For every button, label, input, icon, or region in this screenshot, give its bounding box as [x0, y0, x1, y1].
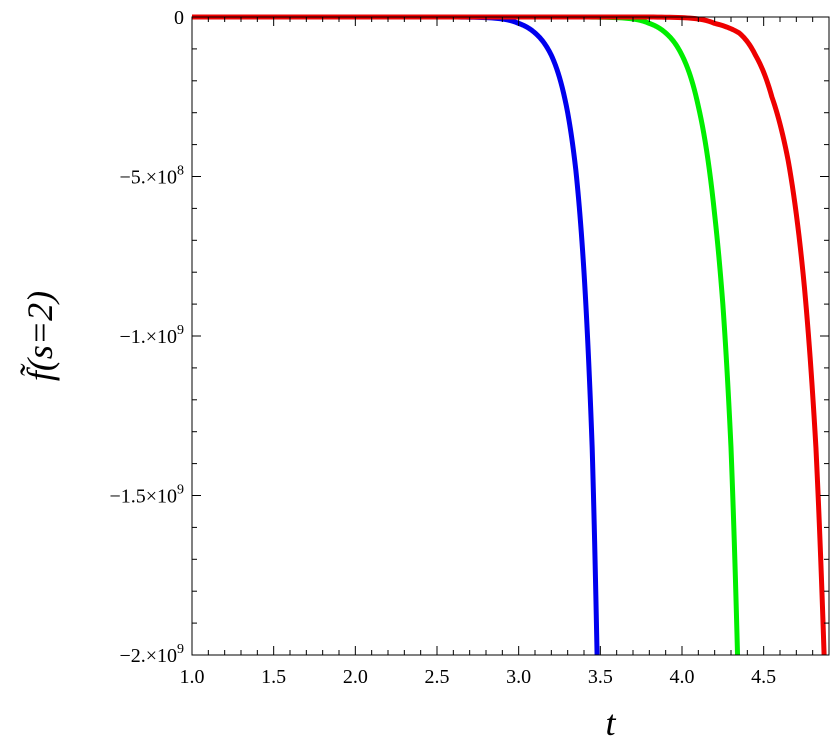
x-axis-title: t [605, 703, 616, 743]
y-tick-label: 0 [174, 7, 184, 29]
y-tick-label: −1.×109 [119, 323, 184, 348]
y-tick-label-exponent: 9 [177, 642, 184, 657]
series-line [192, 14, 741, 655]
x-tick-label: 1.0 [180, 666, 205, 688]
x-tick-label: 2.0 [343, 666, 368, 688]
y-tick-label-base: −1.×10 [119, 326, 177, 348]
axis-ticks [191, 16, 830, 656]
x-tick-label: 3.5 [588, 666, 613, 688]
y-tick-label: −2.×109 [119, 642, 184, 667]
y-tick-labels: 0−5.×108−1.×109−1.5×109−2.×109 [109, 7, 184, 667]
series-lines [192, 14, 827, 655]
y-tick-label-base: −5.×10 [119, 167, 177, 189]
y-tick-label: −1.5×109 [109, 483, 184, 508]
x-tick-label: 1.5 [261, 666, 286, 688]
y-tick-label: −5.×108 [119, 164, 184, 189]
y-tick-label-base: −2.×10 [119, 645, 177, 667]
y-tick-label-base: −1.5×10 [109, 486, 177, 508]
x-tick-label: 4.0 [670, 666, 695, 688]
x-tick-label: 3.0 [506, 666, 531, 688]
y-tick-label-exponent: 9 [177, 323, 184, 338]
series-line [192, 14, 600, 655]
series-line [192, 14, 827, 655]
x-tick-labels: 1.0 1.5 2.0 2.5 3.0 3.5 4.0 4.5 [180, 666, 777, 688]
y-axis-title: f̃(s=2) [19, 291, 60, 381]
y-tick-label-exponent: 8 [177, 164, 184, 179]
x-tick-label: 2.5 [425, 666, 450, 688]
y-tick-label-base: 0 [174, 7, 184, 29]
y-tick-label-exponent: 9 [177, 483, 184, 498]
x-tick-label: 4.5 [751, 666, 776, 688]
